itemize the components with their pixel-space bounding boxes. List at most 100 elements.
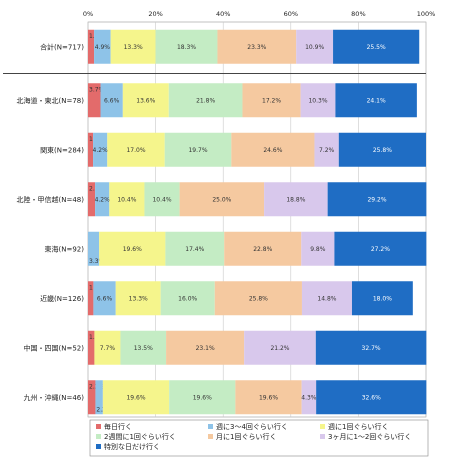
bar-segment (179, 182, 265, 217)
category-label: 北陸・甲信越(N=48) (17, 195, 85, 204)
data-label: 19.7% (188, 147, 207, 154)
bar-segment (94, 330, 121, 365)
data-label: 19.6% (259, 394, 278, 401)
bar-segment (110, 29, 156, 64)
bar-segment (301, 380, 317, 415)
legend-swatch (320, 434, 325, 439)
legend-label: 3ヶ月に1～2回ぐらい行く (328, 432, 411, 441)
data-label: 13.6% (136, 97, 155, 104)
bar-segment (335, 83, 417, 118)
data-label: 18.3% (177, 44, 196, 51)
bar-segment (88, 380, 96, 415)
bar-segment (231, 132, 315, 167)
data-label: 25.8% (373, 147, 392, 154)
bar-segment (102, 380, 170, 415)
x-tick-label: 40% (216, 10, 230, 18)
category-label: 中国・四国(N=52) (24, 343, 85, 352)
legend-label: 週に3～4回ぐらい行く (216, 422, 288, 431)
legend-box (89, 419, 429, 457)
data-label: 32.6% (362, 394, 381, 401)
category-label: 関東(N=284) (40, 145, 84, 154)
category-labels: 合計(N=717) 北海道・東北(N=78) 関東(N=284) 北陸・甲信越(N=4… (17, 42, 85, 402)
data-label: 4.2% (93, 147, 109, 154)
data-label: 10.9% (305, 44, 324, 51)
data-label: 13.5% (134, 345, 153, 352)
data-label: 17.0% (126, 147, 145, 154)
bar-segment (155, 29, 218, 64)
bar-segment (88, 281, 94, 316)
data-label: 6.6% (97, 295, 113, 302)
category-label: 北海道・東北(N=78) (17, 96, 85, 105)
bar-segment (99, 231, 166, 266)
x-tick-label: 100% (417, 10, 436, 18)
data-label: 24.1% (367, 97, 386, 104)
data-label: 4.2% (95, 196, 111, 203)
bar-segment (327, 182, 427, 217)
bar-segment (244, 330, 316, 365)
bar-segment (165, 231, 225, 266)
category-label: 近畿(N=126) (40, 294, 84, 303)
bar-segment (100, 83, 123, 118)
bar-segment (88, 132, 94, 167)
bar-segment (88, 83, 101, 118)
data-label: 4.9% (95, 44, 111, 51)
bar-segment (166, 330, 245, 365)
bar-segment (88, 29, 95, 64)
bar-segment (169, 380, 236, 415)
legend-swatch (96, 434, 101, 439)
bar-segment (314, 132, 339, 167)
data-label: 18.0% (373, 295, 392, 302)
data-label: 22.8% (253, 246, 272, 253)
category-label: 合計(N=717) (40, 42, 84, 51)
bar-segment (120, 330, 167, 365)
x-tick-label: 20% (148, 10, 162, 18)
bar-segment (95, 380, 103, 415)
legend: 毎日行く 週に3～4回ぐらい行く 週に1回ぐらい行く 2週間に1回ぐらい行く 月に1回ぐ… (89, 419, 429, 457)
data-label: 10.4% (152, 196, 171, 203)
bar-segment (301, 281, 352, 316)
data-label: 7.7% (100, 345, 116, 352)
bar-segment (93, 132, 108, 167)
legend-swatch (96, 424, 101, 429)
data-label: 10.4% (117, 196, 136, 203)
data-label: 13.3% (124, 44, 143, 51)
legend-swatch (208, 424, 213, 429)
category-label: 東海(N=92) (45, 244, 85, 253)
bar-segment (296, 29, 334, 64)
bar-segment (93, 281, 116, 316)
legend-label: 2週間に1回ぐらい行く (104, 432, 176, 441)
legend-label: 週に1回ぐらい行く (328, 422, 388, 431)
data-label: 19.6% (193, 394, 212, 401)
data-label: 21.8% (196, 97, 215, 104)
bar-segment (301, 231, 335, 266)
bar-segment (224, 231, 302, 266)
data-label: 7.2% (319, 147, 335, 154)
data-label: 25.8% (249, 295, 268, 302)
bar-segment (95, 182, 110, 217)
bar-segment (351, 281, 413, 316)
data-label: 23.3% (247, 44, 266, 51)
bar-segment (300, 83, 336, 118)
bar-segment (88, 182, 96, 217)
bar-segment (168, 83, 243, 118)
bar-segment (235, 380, 302, 415)
bars: 1.8%4.9%13.3%18.3%23.3%10.9%25.5%3.7%6.6… (88, 29, 427, 415)
bar-segment (333, 29, 420, 64)
x-tick-label: 80% (351, 10, 365, 18)
bar-segment (338, 132, 426, 167)
data-label: 21.2% (270, 345, 289, 352)
data-label: 9.8% (310, 246, 326, 253)
legend-swatch (208, 434, 213, 439)
bar-segment (217, 29, 297, 64)
x-axis-ticks: 0% 20% 40% 60% 80% 100% (83, 10, 435, 18)
bar-segment (109, 182, 145, 217)
x-tick-label: 60% (284, 10, 298, 18)
bar-segment (122, 83, 169, 118)
data-label: 24.6% (263, 147, 282, 154)
data-label: 10.3% (308, 97, 327, 104)
data-label: 25.5% (367, 44, 386, 51)
bar-segment (315, 330, 427, 365)
bar-segment (144, 182, 180, 217)
data-label: 16.0% (178, 295, 197, 302)
